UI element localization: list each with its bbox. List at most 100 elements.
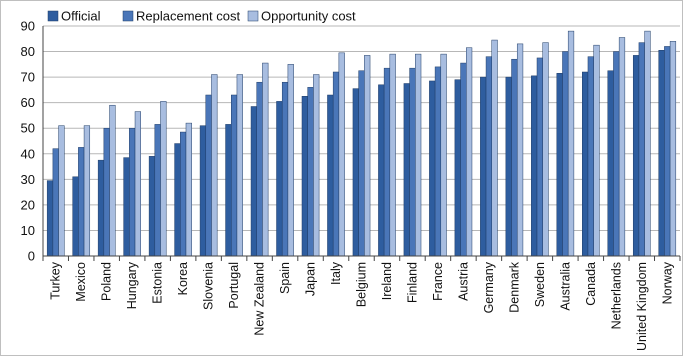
y-tick-label: 90 — [21, 19, 35, 34]
bar-slovenia-official — [199, 125, 207, 257]
bar-finland-replacement-cost — [409, 67, 416, 257]
bar-norway-replacement-cost — [664, 46, 671, 257]
bar-mexico-official — [72, 176, 79, 257]
y-tick-label: 40 — [21, 146, 35, 161]
bar-japan-opportunity-cost — [313, 74, 320, 257]
y-tick-label: 60 — [21, 95, 35, 110]
y-tick-label: 80 — [21, 44, 35, 59]
x-tick-label-korea: Korea — [176, 262, 190, 295]
bar-united-kingdom-opportunity-cost — [644, 30, 651, 257]
bar-poland-opportunity-cost — [109, 104, 116, 257]
bar-spain-opportunity-cost — [287, 64, 294, 257]
x-tick-label-slovenia: Slovenia — [202, 262, 216, 310]
legend-swatch-opportunity-cost — [247, 10, 259, 22]
bar-canada-official — [582, 71, 589, 257]
y-tick-labels: 0 10 20 30 40 50 60 70 80 90 — [21, 19, 35, 264]
bar-australia-replacement-cost — [562, 51, 569, 257]
x-tick-label-austria: Austria — [456, 262, 470, 301]
bar-denmark-opportunity-cost — [516, 43, 524, 257]
legend-label-replacement-cost: Replacement cost — [136, 9, 240, 24]
bar-norway-official — [658, 50, 665, 257]
bar-mexico-replacement-cost — [78, 147, 85, 257]
x-tick-label-netherlands: Netherlands — [609, 262, 623, 329]
bar-portugal-replacement-cost — [231, 94, 238, 257]
bar-estonia-replacement-cost — [154, 124, 161, 257]
bar-turkey-opportunity-cost — [58, 125, 65, 257]
bar-australia-official — [556, 73, 563, 257]
bar-estonia-opportunity-cost — [160, 101, 167, 257]
bar-sweden-replacement-cost — [536, 57, 543, 257]
bar-slovenia-opportunity-cost — [211, 74, 218, 257]
bar-italy-official — [327, 94, 334, 257]
x-tick-label-finland: Finland — [405, 262, 419, 303]
bar-italy-opportunity-cost — [338, 52, 345, 257]
bar-netherlands-replacement-cost — [613, 51, 620, 257]
y-tick-label: 10 — [21, 223, 35, 238]
y-tick-label: 20 — [21, 197, 35, 212]
bar-canada-replacement-cost — [587, 56, 594, 257]
x-tick-label-sweden: Sweden — [533, 262, 547, 307]
bar-poland-replacement-cost — [103, 127, 110, 257]
bar-slovenia-replacement-cost — [205, 94, 212, 257]
y-tick-label: 70 — [21, 70, 35, 85]
x-tick-label-portugal: Portugal — [227, 262, 241, 309]
x-tick-label-france: France — [431, 262, 445, 301]
bar-italy-replacement-cost — [332, 71, 340, 257]
x-tick-label-italy: Italy — [329, 261, 343, 285]
legend-swatch-official — [47, 10, 59, 22]
bar-united-kingdom-replacement-cost — [638, 42, 645, 257]
bar-hungary-replacement-cost — [129, 127, 136, 257]
bar-denmark-replacement-cost — [511, 58, 518, 257]
bar-ireland-replacement-cost — [383, 67, 391, 257]
x-tick-label-canada: Canada — [584, 262, 598, 306]
bar-germany-opportunity-cost — [491, 39, 498, 257]
bar-turkey-official — [46, 180, 54, 257]
x-tick-label-spain: Spain — [278, 262, 292, 294]
x-tick-label-belgium: Belgium — [355, 262, 369, 307]
bar-austria-opportunity-cost — [466, 47, 473, 257]
bar-korea-official — [174, 143, 181, 257]
bar-ireland-opportunity-cost — [389, 53, 396, 257]
bar-belgium-opportunity-cost — [364, 55, 371, 257]
bars-group — [46, 30, 677, 257]
bar-new-zealand-replacement-cost — [256, 81, 263, 257]
bar-united-kingdom-official — [632, 55, 640, 257]
x-tick-label-ireland: Ireland — [380, 262, 394, 300]
x-tick-label-turkey: Turkey — [49, 261, 63, 299]
legend-swatch-replacement-cost — [122, 10, 134, 22]
bar-spain-official — [276, 101, 283, 257]
bar-korea-replacement-cost — [180, 131, 187, 257]
x-tick-label-estonia: Estonia — [151, 262, 165, 304]
bar-austria-official — [454, 79, 461, 257]
bar-poland-official — [97, 159, 105, 257]
legend: Official Replacement cost Opportunity cost — [47, 9, 356, 24]
bar-austria-replacement-cost — [460, 62, 467, 257]
bar-netherlands-official — [607, 70, 614, 257]
x-tick-label-norway: Norway — [660, 261, 674, 304]
bar-portugal-official — [225, 124, 232, 257]
bar-france-official — [429, 80, 436, 257]
legend-label-official: Official — [61, 9, 101, 24]
x-tick-label-australia: Australia — [558, 262, 572, 311]
bar-finland-opportunity-cost — [415, 53, 422, 257]
bar-germany-official — [480, 76, 487, 257]
x-tick-label-poland: Poland — [100, 262, 114, 301]
bar-belgium-official — [352, 88, 359, 257]
y-tick-label: 30 — [21, 172, 35, 187]
bar-sweden-opportunity-cost — [542, 42, 549, 257]
x-tick-label-new-zealand: New Zealand — [253, 262, 267, 336]
bar-canada-opportunity-cost — [593, 44, 600, 257]
x-tick-label-japan: Japan — [304, 262, 318, 296]
x-tick-label-denmark: Denmark — [507, 261, 521, 312]
bar-ireland-official — [378, 84, 385, 257]
bar-denmark-official — [505, 76, 512, 257]
bar-france-replacement-cost — [434, 66, 442, 257]
bar-spain-replacement-cost — [281, 81, 289, 257]
bar-new-zealand-official — [250, 106, 257, 257]
bar-finland-official — [403, 83, 410, 257]
x-tick-label-united-kingdom: United Kingdom — [635, 262, 649, 351]
bar-france-opportunity-cost — [440, 53, 447, 257]
x-tick-label-germany: Germany — [482, 261, 496, 313]
